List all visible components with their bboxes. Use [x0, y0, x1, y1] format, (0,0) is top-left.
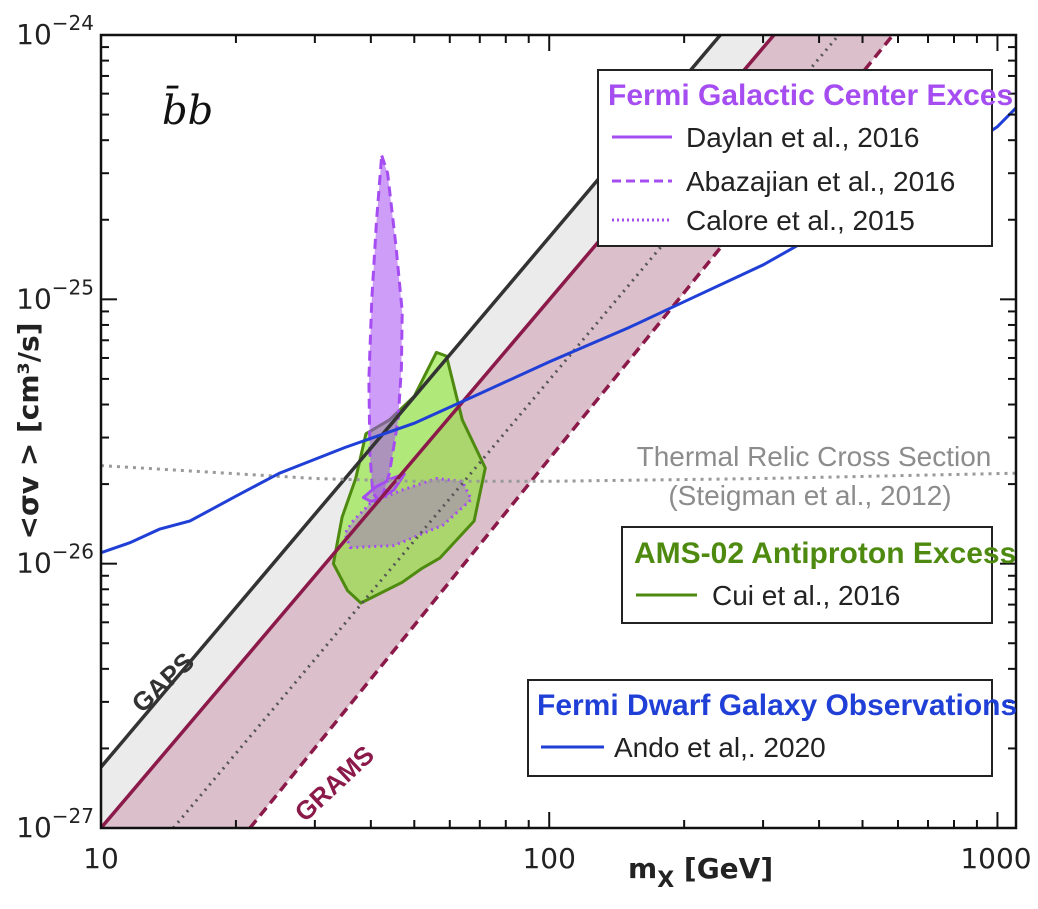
contour-calore: [343, 477, 473, 550]
legend-gce-calore-label: Calore et al., 2015: [686, 205, 915, 236]
legend-gce-abazajian-label: Abazajian et al., 2016: [686, 166, 955, 197]
legend-ams-title: AMS-02 Antiproton Excess: [634, 537, 1016, 570]
thermal-relic-label: Thermal Relic Cross Section: [637, 441, 992, 472]
x-tick-label: 1000: [960, 842, 1031, 875]
x-tick-labels: 10 100 1000: [83, 842, 1031, 875]
legend-gce-title: Fermi Galactic Center Exces: [608, 79, 1013, 112]
legend-gce-box: [597, 69, 993, 247]
x-tick-label: 100: [522, 842, 575, 875]
x-axis-title: mX [GeV]: [628, 852, 773, 893]
y-tick-label: 10−25: [16, 275, 94, 315]
grams-solid-line: [101, 35, 777, 828]
y-axis-title: <σv > [cm³/s]: [12, 323, 45, 540]
legend-dwarf-box: [527, 679, 993, 777]
legend-ams: AMS-02 Antiproton Excess Cui et al., 201…: [621, 526, 1016, 624]
ticks-layer: [100, 35, 1016, 829]
contour-cui: [331, 350, 487, 605]
contour-abazajian: [367, 154, 404, 505]
legend-gce: Fermi Galactic Center Exces Daylan et al…: [597, 69, 1013, 247]
legend-ams-box: [621, 526, 993, 624]
thermal-relic-line: [101, 464, 1016, 483]
grams-dotted-line: [172, 35, 841, 828]
legend-dwarf: Fermi Dwarf Galaxy Observations Ando et …: [527, 679, 1017, 777]
legend-dwarf-ando-label: Ando et al,. 2020: [614, 732, 826, 763]
grams-dashed-line: [248, 35, 896, 828]
plot-frame: [99, 33, 1018, 830]
thermal-relic-citation: (Steigman et al., 2012): [668, 480, 951, 511]
contours-layer: [331, 154, 487, 605]
y-tick-labels: 10−27 10−26 10−25 10−24: [16, 11, 94, 844]
legend-dwarf-title: Fermi Dwarf Galaxy Observations: [537, 689, 1017, 722]
y-tick-label: 10−26: [16, 540, 94, 580]
x-tick-label: 10: [83, 842, 119, 875]
legend-ams-cui-label: Cui et al., 2016: [712, 580, 900, 611]
gaps-line: [101, 35, 723, 769]
lines-layer: [101, 35, 1016, 828]
channel-label: b̄b: [162, 85, 213, 134]
y-tick-label: 10−24: [16, 11, 94, 51]
y-tick-label: 10−27: [16, 804, 94, 844]
legend-gce-daylan-label: Daylan et al., 2016: [686, 122, 920, 153]
